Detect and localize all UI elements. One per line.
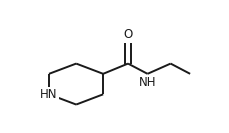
Text: HN: HN: [40, 88, 58, 101]
Text: O: O: [123, 28, 133, 41]
Text: NH: NH: [139, 76, 156, 89]
